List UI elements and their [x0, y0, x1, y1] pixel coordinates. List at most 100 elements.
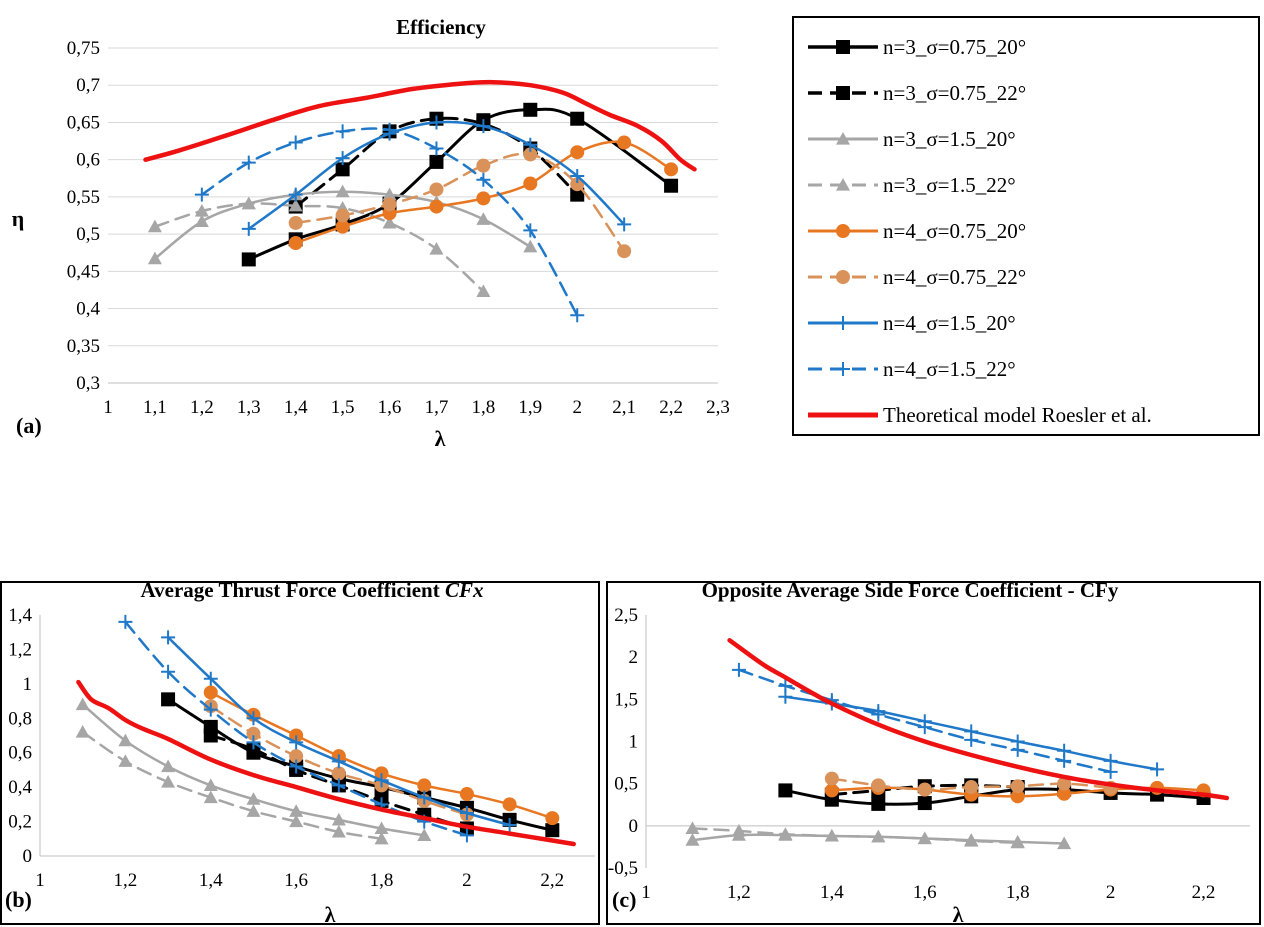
- data-point: [570, 308, 585, 323]
- data-point: [417, 778, 432, 793]
- data-point: [523, 137, 538, 152]
- efficiency-chart: Efficiency η λ (a) 0,3 0,35 0,4 0,45 0,5 0,55…: [12, 15, 730, 451]
- data-point: [545, 811, 560, 826]
- data-point: [824, 771, 839, 786]
- data-point: [203, 685, 218, 700]
- chart-c-panel-label: (c): [612, 887, 636, 912]
- x-tick-label: 1,1: [143, 397, 167, 418]
- data-point: [871, 778, 886, 793]
- data-point: [917, 782, 932, 797]
- y-tick-label: 0,3: [76, 373, 100, 394]
- data-point: [459, 805, 474, 820]
- x-tick-label: 1,2: [727, 882, 751, 903]
- x-tick-label: 1,4: [199, 870, 223, 891]
- data-point: [871, 796, 886, 811]
- data-point: [570, 111, 585, 126]
- x-tick-label: 2,2: [540, 870, 564, 891]
- data-point: [1057, 836, 1072, 850]
- data-point: [374, 821, 389, 835]
- y-tick-label: 0,8: [8, 708, 32, 729]
- data-point: [161, 759, 176, 773]
- x-tick-label: 1: [641, 882, 651, 903]
- x-tick-label: 1,3: [237, 397, 261, 418]
- chart-a-panel-label: (a): [16, 413, 42, 438]
- legend-marker: [836, 40, 850, 54]
- series-theory: [727, 638, 1230, 801]
- y-tick-label: 0,6: [8, 743, 32, 764]
- data-point: [289, 735, 304, 750]
- data-point: [523, 223, 538, 238]
- legend-entry: n=3_σ=1.5_20°: [808, 127, 1016, 151]
- data-point: [1057, 753, 1072, 768]
- data-point: [545, 823, 560, 838]
- x-tick-label: 2: [1106, 882, 1116, 903]
- data-point: [476, 191, 491, 206]
- series-s4: [685, 821, 1025, 849]
- series-line: [727, 638, 1230, 801]
- y-tick-label: 1: [23, 674, 33, 695]
- series-s4: [75, 725, 389, 845]
- data-point: [331, 812, 346, 826]
- data-point: [203, 671, 218, 686]
- data-point: [335, 162, 350, 177]
- x-tick-label: 2,1: [612, 397, 636, 418]
- data-point: [476, 284, 491, 298]
- data-point: [778, 827, 793, 840]
- data-point: [246, 804, 261, 817]
- data-point: [241, 221, 256, 236]
- data-point: [374, 773, 389, 788]
- chart-b-frame: [0, 581, 600, 925]
- data-point: [161, 692, 176, 707]
- data-point: [246, 792, 261, 805]
- y-tick-label: 0,45: [67, 261, 100, 282]
- legend-marker: [836, 270, 850, 284]
- legend: n=3_σ=0.75_20° n=3_σ=0.75_22° n=3_σ=1.5_20…: [792, 16, 1260, 436]
- legend-entry: n=4_σ=0.75_22°: [808, 265, 1026, 289]
- data-point: [288, 236, 303, 251]
- data-point: [335, 208, 350, 223]
- series-theory: [143, 79, 697, 172]
- data-point: [203, 702, 218, 717]
- legend-entry: n=3_σ=0.75_22°: [808, 81, 1026, 105]
- x-tick-label: 2,2: [659, 397, 683, 418]
- series-s8: [194, 122, 585, 323]
- data-point: [731, 823, 746, 837]
- data-point: [429, 242, 444, 255]
- x-tick-label: 1,8: [472, 397, 496, 418]
- chart-2-axes: -0,5 0 0,5 1 1,5 2 2,5 1 1,2 1,4 1,6 1,8 2 2,2: [608, 605, 1250, 903]
- x-tick-label: 1,7: [425, 397, 449, 418]
- x-tick-label: 1,6: [378, 397, 402, 418]
- y-tick-label: 0: [23, 846, 33, 867]
- x-tick-label: 1: [103, 397, 113, 418]
- x-tick-label: 2,3: [706, 397, 730, 418]
- legend-label: n=4_σ=0.75_20°: [883, 219, 1026, 243]
- y-tick-label: 1,5: [614, 689, 638, 710]
- data-point: [331, 824, 346, 838]
- data-point: [241, 155, 256, 170]
- data-point: [161, 630, 176, 645]
- data-point: [476, 158, 491, 173]
- data-point: [664, 178, 679, 193]
- data-point: [917, 720, 932, 735]
- y-tick-label: 0,5: [614, 774, 638, 795]
- data-point: [871, 707, 886, 722]
- legend-label: n=3_σ=0.75_20°: [883, 35, 1026, 59]
- y-tick-label: 0,4: [8, 777, 32, 798]
- data-point: [147, 219, 162, 233]
- data-point: [374, 831, 389, 845]
- y-tick-label: 0,4: [76, 299, 100, 320]
- chart-b-panel-label: (b): [5, 887, 32, 912]
- y-tick-label: -0,5: [608, 858, 638, 879]
- y-tick-label: 1,4: [8, 605, 32, 626]
- data-point: [1057, 776, 1072, 791]
- data-point: [570, 145, 585, 160]
- x-tick-label: 1,2: [190, 397, 214, 418]
- series-s1: [241, 102, 679, 267]
- data-point: [289, 749, 304, 764]
- data-point: [118, 754, 133, 767]
- data-point: [476, 119, 491, 134]
- y-tick-label: 0: [629, 816, 639, 837]
- y-tick-label: 0,2: [8, 812, 32, 833]
- data-point: [617, 244, 632, 259]
- x-tick-label: 1,2: [114, 870, 138, 891]
